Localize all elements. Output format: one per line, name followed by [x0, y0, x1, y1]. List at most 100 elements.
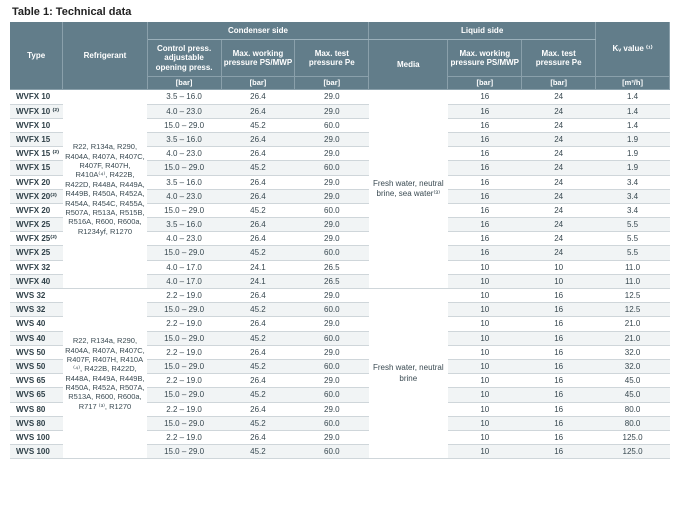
cell-ctrl: 4.0 – 23.0 — [147, 104, 221, 118]
cell-mwp2: 16 — [448, 218, 522, 232]
cell-type: WVS 100 — [10, 430, 63, 444]
cell-mwp2: 16 — [448, 90, 522, 104]
th-mwp-cond: Max. working pressure PS/MWP — [221, 40, 295, 77]
cell-ctrl: 4.0 – 23.0 — [147, 189, 221, 203]
cell-type: WVS 100 — [10, 445, 63, 459]
th-ctrl: Control press. adjustable opening press. — [147, 40, 221, 77]
cell-pe2: 24 — [522, 175, 596, 189]
cell-kv: 5.5 — [596, 232, 670, 246]
cell-mwp2: 10 — [448, 402, 522, 416]
cell-mwp2: 16 — [448, 161, 522, 175]
cell-mwp2: 10 — [448, 416, 522, 430]
cell-kv: 11.0 — [596, 274, 670, 288]
cell-mwp1: 45.2 — [221, 416, 295, 430]
table-row: WVS 32R22, R134a, R290, R404A, R407A, R4… — [10, 289, 670, 303]
cell-pe2: 24 — [522, 90, 596, 104]
cell-refrigerant-group-2: R22, R134a, R290, R404A, R407A, R407C, R… — [63, 289, 147, 459]
cell-type: WVS 65 — [10, 388, 63, 402]
cell-mwp1: 45.2 — [221, 118, 295, 132]
cell-kv: 1.4 — [596, 90, 670, 104]
cell-type: WVFX 15 — [10, 132, 63, 146]
cell-mwp2: 10 — [448, 289, 522, 303]
cell-pe2: 24 — [522, 189, 596, 203]
cell-mwp1: 26.4 — [221, 317, 295, 331]
cell-mwp1: 45.2 — [221, 303, 295, 317]
cell-pe1: 29.0 — [295, 402, 369, 416]
cell-mwp1: 45.2 — [221, 161, 295, 175]
cell-mwp2: 10 — [448, 303, 522, 317]
cell-media-group-2: Fresh water, neutral brine — [369, 289, 448, 459]
cell-ctrl: 15.0 – 29.0 — [147, 246, 221, 260]
cell-pe2: 24 — [522, 104, 596, 118]
cell-pe2: 16 — [522, 430, 596, 444]
cell-mwp1: 24.1 — [221, 260, 295, 274]
cell-mwp2: 16 — [448, 118, 522, 132]
cell-ctrl: 3.5 – 16.0 — [147, 132, 221, 146]
cell-pe2: 10 — [522, 260, 596, 274]
cell-pe1: 60.0 — [295, 331, 369, 345]
cell-pe1: 29.0 — [295, 345, 369, 359]
cell-type: WVFX 20 — [10, 203, 63, 217]
cell-type: WVFX 15 ⁽²⁾ — [10, 147, 63, 161]
cell-type: WVFX 10 — [10, 90, 63, 104]
cell-type: WVFX 25⁽²⁾ — [10, 232, 63, 246]
cell-mwp2: 16 — [448, 246, 522, 260]
cell-pe1: 29.0 — [295, 218, 369, 232]
cell-pe2: 16 — [522, 345, 596, 359]
cell-type: WVFX 20 — [10, 175, 63, 189]
cell-type: WVS 65 — [10, 374, 63, 388]
cell-mwp1: 26.4 — [221, 147, 295, 161]
cell-pe2: 10 — [522, 274, 596, 288]
cell-mwp1: 26.4 — [221, 104, 295, 118]
cell-kv: 11.0 — [596, 260, 670, 274]
cell-mwp1: 45.2 — [221, 203, 295, 217]
cell-type: WVS 50 — [10, 359, 63, 373]
cell-mwp2: 10 — [448, 374, 522, 388]
cell-pe2: 24 — [522, 218, 596, 232]
cell-mwp1: 26.4 — [221, 232, 295, 246]
cell-kv: 45.0 — [596, 388, 670, 402]
cell-mwp1: 26.4 — [221, 90, 295, 104]
cell-pe1: 29.0 — [295, 232, 369, 246]
cell-type: WVFX 15 — [10, 161, 63, 175]
cell-pe2: 24 — [522, 118, 596, 132]
cell-mwp2: 10 — [448, 359, 522, 373]
tech-data-table: Type Refrigerant Condenser side Liquid s… — [10, 22, 670, 459]
cell-kv: 12.5 — [596, 289, 670, 303]
cell-ctrl: 4.0 – 17.0 — [147, 274, 221, 288]
cell-kv: 3.4 — [596, 203, 670, 217]
cell-mwp2: 10 — [448, 388, 522, 402]
cell-media-group-1: Fresh water, neutral brine, sea water⁽³⁾ — [369, 90, 448, 289]
cell-mwp2: 10 — [448, 274, 522, 288]
th-unit-bar: [bar] — [522, 76, 596, 90]
cell-kv: 3.4 — [596, 189, 670, 203]
cell-pe1: 60.0 — [295, 118, 369, 132]
cell-mwp1: 26.4 — [221, 175, 295, 189]
cell-kv: 21.0 — [596, 317, 670, 331]
cell-ctrl: 15.0 – 29.0 — [147, 203, 221, 217]
cell-pe1: 60.0 — [295, 359, 369, 373]
cell-mwp1: 26.4 — [221, 430, 295, 444]
table-body: WVFX 10 R22, R134a, R290, R404A, R407A, R… — [10, 90, 670, 459]
th-unit-bar: [bar] — [295, 76, 369, 90]
cell-pe1: 60.0 — [295, 161, 369, 175]
cell-pe1: 60.0 — [295, 388, 369, 402]
cell-pe1: 60.0 — [295, 416, 369, 430]
cell-pe1: 29.0 — [295, 430, 369, 444]
th-refrigerant: Refrigerant — [63, 22, 147, 90]
cell-ctrl: 4.0 – 23.0 — [147, 232, 221, 246]
cell-type: WVS 80 — [10, 416, 63, 430]
cell-kv: 1.4 — [596, 104, 670, 118]
cell-ctrl: 2.2 – 19.0 — [147, 289, 221, 303]
cell-pe2: 24 — [522, 161, 596, 175]
cell-pe2: 24 — [522, 132, 596, 146]
cell-pe2: 16 — [522, 374, 596, 388]
cell-mwp2: 10 — [448, 430, 522, 444]
cell-mwp2: 16 — [448, 104, 522, 118]
cell-kv: 125.0 — [596, 430, 670, 444]
cell-mwp2: 16 — [448, 147, 522, 161]
th-condenser-group: Condenser side — [147, 22, 369, 40]
cell-pe2: 16 — [522, 303, 596, 317]
cell-pe2: 16 — [522, 388, 596, 402]
cell-pe1: 29.0 — [295, 289, 369, 303]
